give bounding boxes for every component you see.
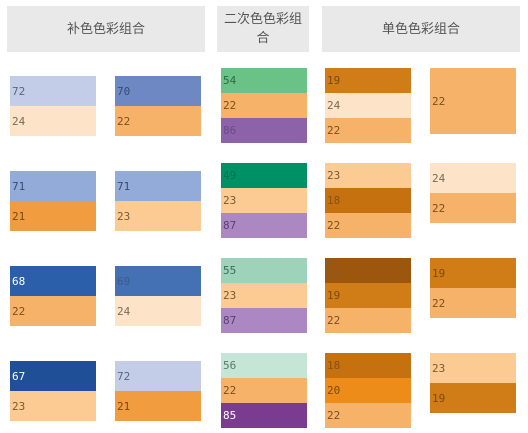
color-swatch: 71	[115, 171, 201, 201]
color-swatch: 87	[221, 308, 307, 333]
color-swatch: 19	[430, 258, 516, 288]
header-secondary: 二次色色彩组合	[217, 6, 309, 52]
color-swatch: 49	[221, 163, 307, 188]
color-swatch: 22	[430, 68, 516, 134]
color-swatch: 21	[115, 391, 201, 421]
color-swatch: 19	[325, 68, 411, 93]
color-swatch: 72	[115, 361, 201, 391]
color-swatch: 23	[430, 353, 516, 383]
color-swatch: 22	[221, 378, 307, 403]
color-swatch: 68	[10, 266, 96, 296]
color-swatch: 22	[325, 403, 411, 428]
color-swatch: 22	[430, 193, 516, 223]
header-monochrome: 单色色彩组合	[322, 6, 520, 52]
color-swatch: 21	[10, 201, 96, 231]
color-swatch: 22	[115, 106, 201, 136]
color-swatch: 23	[10, 391, 96, 421]
color-swatch: 22	[325, 118, 411, 143]
color-swatch: 23	[221, 283, 307, 308]
color-swatch: 71	[10, 171, 96, 201]
color-swatch: 72	[10, 76, 96, 106]
color-swatch: 22	[325, 213, 411, 238]
color-swatch: 18	[325, 188, 411, 213]
color-swatch: 24	[10, 106, 96, 136]
color-swatch: 70	[115, 76, 201, 106]
color-swatch: 54	[221, 68, 307, 93]
header-complementary: 补色色彩组合	[7, 6, 205, 52]
color-swatch: 24	[430, 163, 516, 193]
color-swatch: 17	[325, 258, 411, 283]
color-swatch: 23	[325, 163, 411, 188]
color-swatch: 20	[325, 378, 411, 403]
color-swatch: 23	[221, 188, 307, 213]
color-swatch: 69	[115, 266, 201, 296]
color-swatch: 22	[430, 288, 516, 318]
color-swatch: 22	[325, 308, 411, 333]
color-swatch: 56	[221, 353, 307, 378]
color-swatch: 22	[10, 296, 96, 326]
color-swatch: 24	[325, 93, 411, 118]
color-swatch: 23	[115, 201, 201, 231]
color-swatch: 85	[221, 403, 307, 428]
color-swatch: 67	[10, 361, 96, 391]
color-swatch: 55	[221, 258, 307, 283]
color-swatch: 19	[430, 383, 516, 413]
color-swatch: 24	[115, 296, 201, 326]
color-swatch: 22	[221, 93, 307, 118]
color-swatch: 19	[325, 283, 411, 308]
color-swatch: 86	[221, 118, 307, 143]
color-swatch: 18	[325, 353, 411, 378]
color-swatch: 87	[221, 213, 307, 238]
